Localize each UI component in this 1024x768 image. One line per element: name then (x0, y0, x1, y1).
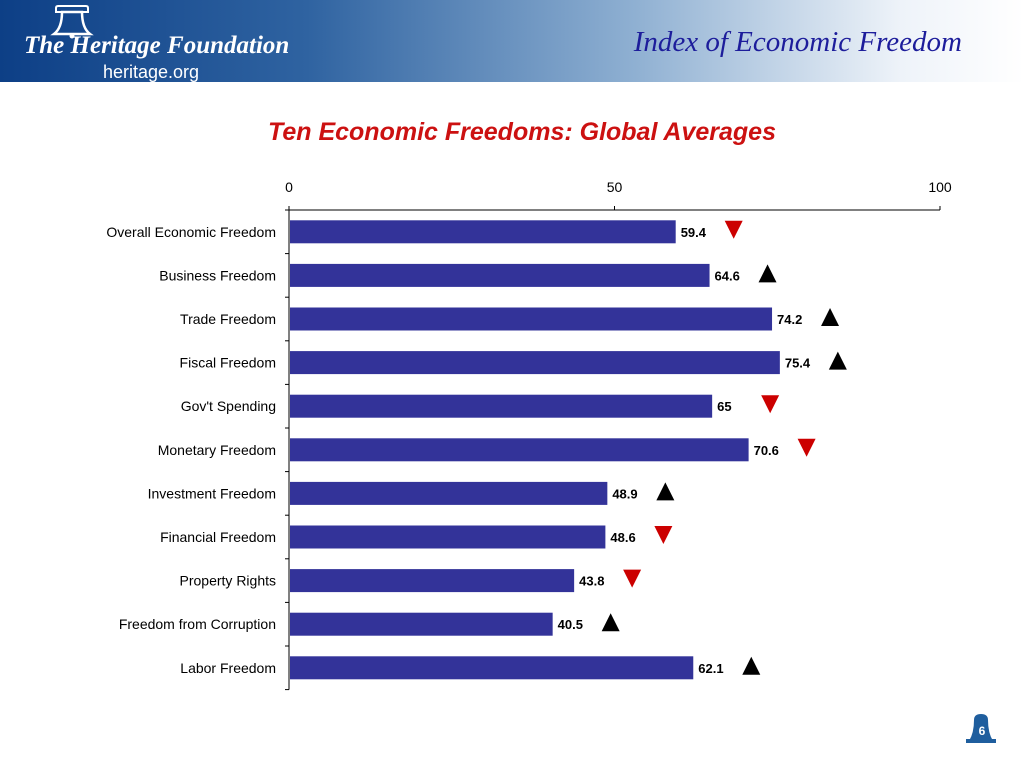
data-label: 70.6 (754, 443, 779, 458)
data-label: 65 (717, 399, 731, 414)
data-label: 40.5 (558, 617, 583, 632)
down-arrow-icon (724, 220, 743, 239)
data-label: 48.6 (610, 530, 635, 545)
bar-chart: 0 50 100 Overall Economic Freedom 59.4 Busine… (106, 179, 952, 691)
category-label: Fiscal Freedom (180, 355, 276, 371)
data-label: 59.4 (681, 225, 707, 240)
category-label: Monetary Freedom (158, 442, 276, 458)
category-label: Freedom from Corruption (119, 616, 276, 632)
heritage-logo[interactable]: The Heritage Foundation heritage.org (8, 4, 289, 82)
bar (290, 307, 773, 331)
bar (290, 438, 749, 462)
category-label: Overall Economic Freedom (106, 224, 276, 240)
page-number-badge: 6 (966, 714, 996, 743)
liberty-bell-icon (50, 5, 94, 39)
logo-text: The Heritage Foundation (24, 32, 290, 59)
data-label: 75.4 (785, 356, 811, 371)
bar (290, 394, 713, 418)
bar (290, 481, 608, 505)
bar (290, 656, 694, 680)
data-label: 62.1 (698, 661, 723, 676)
data-label: 64.6 (715, 268, 740, 283)
category-label: Trade Freedom (180, 311, 276, 327)
down-arrow-icon (654, 526, 673, 544)
x-tick-label: 0 (285, 179, 293, 195)
down-arrow-icon (623, 569, 642, 588)
up-arrow-icon (828, 351, 847, 370)
bar (290, 612, 553, 636)
category-label: Financial Freedom (160, 529, 276, 545)
page-number: 6 (979, 724, 986, 738)
down-arrow-icon (797, 438, 816, 457)
logo-url[interactable]: heritage.org (103, 62, 200, 82)
category-label: Labor Freedom (180, 660, 276, 676)
up-arrow-icon (758, 264, 777, 283)
data-label: 43.8 (579, 574, 604, 589)
bell-base-icon (966, 739, 996, 743)
bar (290, 220, 676, 244)
category-label: Property Rights (180, 573, 276, 589)
up-arrow-icon (821, 308, 840, 326)
up-arrow-icon (601, 613, 620, 632)
x-tick-label: 50 (607, 179, 623, 195)
bar (290, 569, 575, 593)
data-label: 48.9 (612, 486, 637, 501)
bar (290, 525, 606, 549)
up-arrow-icon (742, 656, 761, 675)
header-banner: The Heritage Foundation heritage.org Ind… (0, 0, 1024, 82)
bar (290, 263, 710, 287)
bar (290, 351, 780, 375)
category-label: Gov't Spending (181, 398, 276, 414)
up-arrow-icon (656, 482, 675, 501)
header-title: Index of Economic Freedom (633, 26, 962, 58)
category-label: Business Freedom (159, 267, 276, 283)
liberty-bell-icon (969, 714, 993, 741)
chart-title: Ten Economic Freedoms: Global Averages (267, 118, 776, 146)
down-arrow-icon (761, 395, 780, 414)
data-label: 74.2 (777, 312, 802, 327)
category-label: Investment Freedom (148, 485, 276, 501)
x-tick-label: 100 (928, 179, 952, 195)
